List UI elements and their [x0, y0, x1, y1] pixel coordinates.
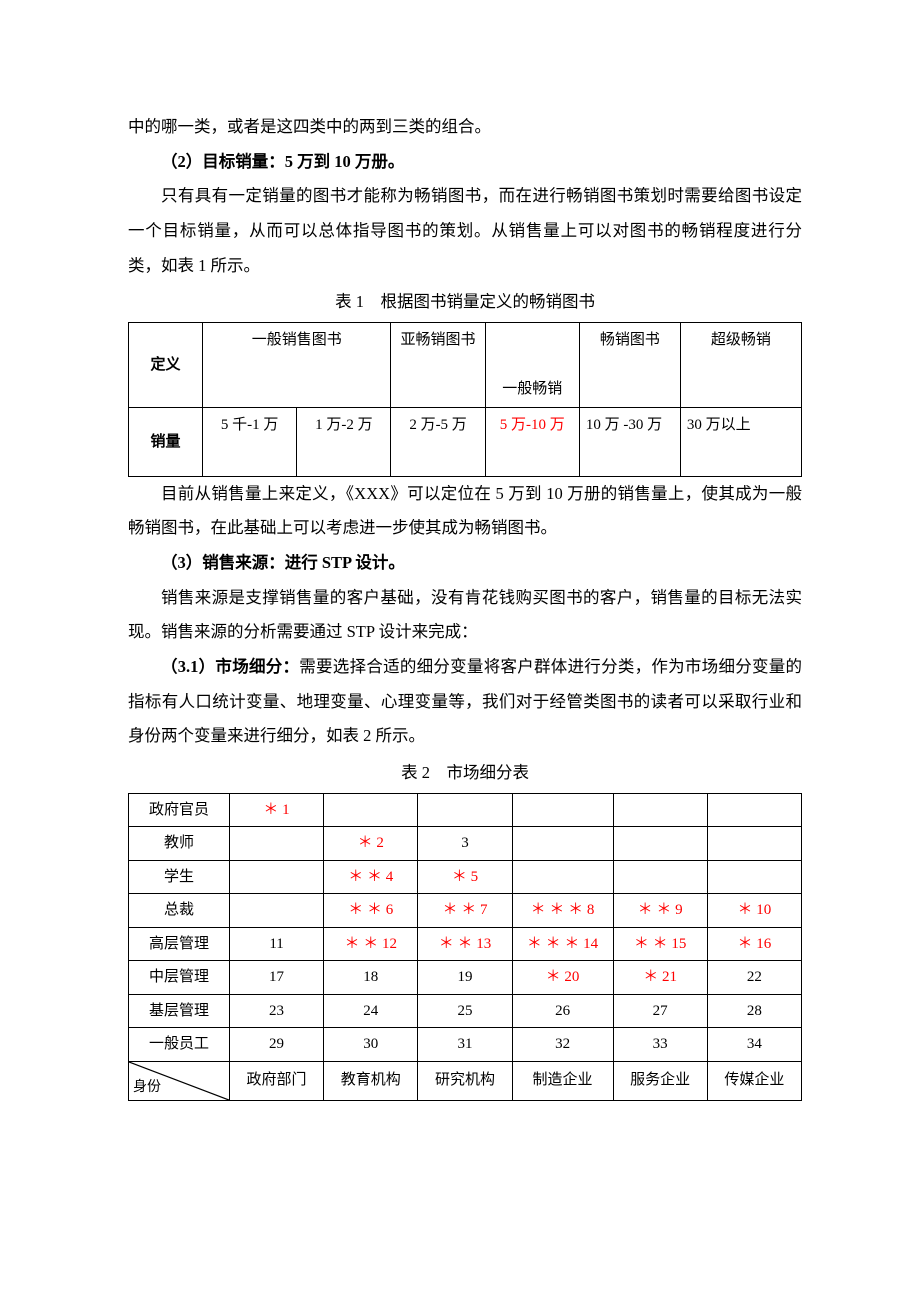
table-cell [229, 860, 323, 894]
table-cell: 10 万 -30 万 [579, 407, 680, 476]
table-cell [229, 894, 323, 928]
table-2: 政府官员＊ 1教师 ＊ 23 学生 ＊ ＊ 4＊ 5 总裁 ＊ ＊ 6＊ ＊ 7＊ ＊ ＊… [128, 793, 802, 1101]
table-cell [707, 793, 801, 827]
table-cell: 一般畅销 [485, 322, 579, 407]
subheading: （3.1）市场细分： [161, 657, 299, 676]
table-cell: ＊ 1 [229, 793, 323, 827]
table-row-header: 教师 [129, 827, 230, 861]
table-row-header: 基层管理 [129, 994, 230, 1028]
table-cell: ＊ ＊ 12 [324, 927, 418, 961]
table-cell: ＊ ＊ 6 [324, 894, 418, 928]
table-row-header: 总裁 [129, 894, 230, 928]
table-cell [613, 793, 707, 827]
table-cell: 5 万-10 万 [485, 407, 579, 476]
paragraph: （3.1）市场细分：需要选择合适的细分变量将客户群体进行分类，作为市场细分变量的… [128, 650, 802, 754]
table-cell: 11 [229, 927, 323, 961]
table-cell: ＊ 5 [418, 860, 512, 894]
table-row-header: 政府官员 [129, 793, 230, 827]
table-cell: 2 万-5 万 [391, 407, 485, 476]
table-cell: 22 [707, 961, 801, 995]
heading-2: （2）目标销量：5 万到 10 万册。 [128, 145, 802, 180]
table-cell: ＊ 2 [324, 827, 418, 861]
table-cell: 23 [229, 994, 323, 1028]
table-cell: 亚畅销图书 [391, 322, 485, 407]
table-col-footer: 制造企业 [512, 1061, 613, 1100]
table-cell: 18 [324, 961, 418, 995]
table-cell: ＊ ＊ 7 [418, 894, 512, 928]
table-col-footer: 服务企业 [613, 1061, 707, 1100]
table-cell: 一般销售图书 [203, 322, 391, 407]
table-cell: 27 [613, 994, 707, 1028]
paragraph: 只有具有一定销量的图书才能称为畅销图书，而在进行畅销图书策划时需要给图书设定一个… [128, 179, 802, 283]
paragraph: 中的哪一类，或者是这四类中的两到三类的组合。 [128, 110, 802, 145]
table-cell: 25 [418, 994, 512, 1028]
table-cell: 29 [229, 1028, 323, 1062]
table-cell: 17 [229, 961, 323, 995]
table-cell [512, 793, 613, 827]
table-cell: 32 [512, 1028, 613, 1062]
table-col-footer: 教育机构 [324, 1061, 418, 1100]
table-cell [229, 827, 323, 861]
table-cell: ＊ ＊ 13 [418, 927, 512, 961]
table-cell: ＊ ＊ 15 [613, 927, 707, 961]
table-cell [613, 860, 707, 894]
table-cell: 超级畅销 [680, 322, 801, 407]
paragraph: 销售来源是支撑销售量的客户基础，没有肯花钱购买图书的客户，销售量的目标无法实现。… [128, 581, 802, 650]
table-cell: 24 [324, 994, 418, 1028]
table-cell: 33 [613, 1028, 707, 1062]
table-cell: 1 万-2 万 [297, 407, 391, 476]
table-cell: ＊ 20 [512, 961, 613, 995]
table-cell: ＊ ＊ ＊ 14 [512, 927, 613, 961]
table-col-footer: 政府部门 [229, 1061, 323, 1100]
table-1: 定义一般销售图书亚畅销图书一般畅销畅销图书超级畅销销量5 千-1 万1 万-2 … [128, 322, 802, 477]
table-cell: 30 [324, 1028, 418, 1062]
table-cell: 3 [418, 827, 512, 861]
table-cell [324, 793, 418, 827]
heading-3: （3）销售来源：进行 STP 设计。 [128, 546, 802, 581]
paragraph: 目前从销售量上来定义，《XXX》可以定位在 5 万到 10 万册的销售量上，使其… [128, 477, 802, 546]
table-cell: 31 [418, 1028, 512, 1062]
table-cell: 28 [707, 994, 801, 1028]
table-cell: ＊ ＊ 4 [324, 860, 418, 894]
table-cell: 19 [418, 961, 512, 995]
table-cell [512, 860, 613, 894]
table-cell: ＊ 21 [613, 961, 707, 995]
table-cell: 30 万以上 [680, 407, 801, 476]
table-cell: ＊ ＊ 9 [613, 894, 707, 928]
table-row-header: 学生 [129, 860, 230, 894]
table-header: 定义 [129, 322, 203, 407]
table-row-header: 一般员工 [129, 1028, 230, 1062]
table-cell: 5 千-1 万 [203, 407, 297, 476]
table-col-footer: 传媒企业 [707, 1061, 801, 1100]
table-caption: 表 2 市场细分表 [128, 756, 802, 791]
table-cell: ＊ 10 [707, 894, 801, 928]
table-row-header: 中层管理 [129, 961, 230, 995]
table-cell: 34 [707, 1028, 801, 1062]
table-cell: ＊ ＊ ＊ 8 [512, 894, 613, 928]
table-row-header: 高层管理 [129, 927, 230, 961]
table-col-footer: 研究机构 [418, 1061, 512, 1100]
table-cell [613, 827, 707, 861]
table-corner-cell: 身份 [129, 1061, 230, 1100]
table-cell [707, 860, 801, 894]
table-caption: 表 1 根据图书销量定义的畅销图书 [128, 285, 802, 320]
table-cell: 畅销图书 [579, 322, 680, 407]
table-cell [707, 827, 801, 861]
table-cell: ＊ 16 [707, 927, 801, 961]
table-cell [512, 827, 613, 861]
table-cell [418, 793, 512, 827]
table-header: 销量 [129, 407, 203, 476]
table-cell: 26 [512, 994, 613, 1028]
document-page: 中的哪一类，或者是这四类中的两到三类的组合。 （2）目标销量：5 万到 10 万… [0, 0, 920, 1181]
